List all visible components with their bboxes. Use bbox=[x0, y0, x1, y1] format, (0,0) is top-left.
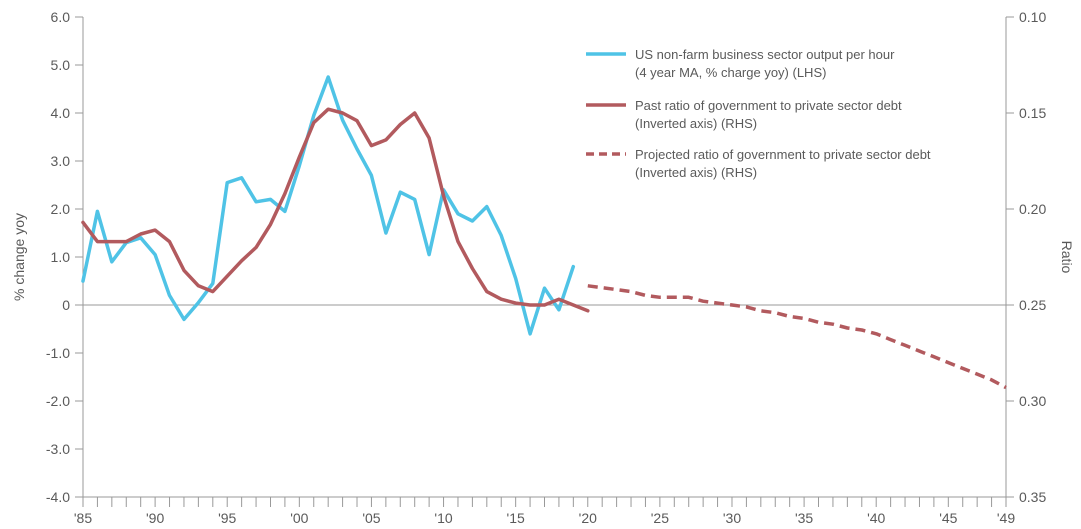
legend-entry-label: (Inverted axis) (RHS) bbox=[635, 116, 757, 131]
series-layer bbox=[81, 75, 1007, 390]
left-tick-label: 6.0 bbox=[51, 9, 71, 25]
left-axis-title: % change yoy bbox=[11, 213, 27, 301]
legend-entry-label: (4 year MA, % charge yoy) (LHS) bbox=[635, 65, 826, 80]
right-axis-title: Ratio bbox=[1059, 241, 1075, 274]
x-tick-label: '40 bbox=[867, 510, 885, 526]
x-tick-label: '25 bbox=[651, 510, 669, 526]
x-tick-label: '10 bbox=[434, 510, 452, 526]
x-tick-label: '00 bbox=[290, 510, 308, 526]
left-tick-label: -4.0 bbox=[46, 489, 70, 505]
x-tick-label: '49 bbox=[997, 510, 1015, 526]
series-line-past-debt-ratio bbox=[81, 107, 590, 313]
left-tick-label: 4.0 bbox=[51, 105, 71, 121]
x-tick-label: '30 bbox=[723, 510, 741, 526]
legend-entry-label: Projected ratio of government to private… bbox=[635, 147, 931, 162]
legend: US non-farm business sector output per h… bbox=[586, 47, 931, 180]
left-tick-label: -3.0 bbox=[46, 441, 70, 457]
legend-entry-label: US non-farm business sector output per h… bbox=[635, 47, 895, 62]
x-tick-label: '05 bbox=[362, 510, 380, 526]
legend-entry-label: Past ratio of government to private sect… bbox=[635, 98, 902, 113]
series-line-projected-debt-ratio bbox=[587, 284, 1007, 390]
x-tick-label: '90 bbox=[146, 510, 164, 526]
right-tick-label: 0.20 bbox=[1019, 201, 1046, 217]
legend-entry-label: (Inverted axis) (RHS) bbox=[635, 165, 757, 180]
left-tick-label: 3.0 bbox=[51, 153, 71, 169]
x-tick-label: '85 bbox=[74, 510, 92, 526]
right-tick-label: 0.25 bbox=[1019, 297, 1046, 313]
x-tick-label: '45 bbox=[939, 510, 957, 526]
left-tick-label: 0 bbox=[62, 297, 70, 313]
x-tick-label: '95 bbox=[218, 510, 236, 526]
x-tick-label: '35 bbox=[795, 510, 813, 526]
x-tick-label: '20 bbox=[579, 510, 597, 526]
series-line-productivity bbox=[81, 75, 576, 336]
right-tick-label: 0.15 bbox=[1019, 105, 1046, 121]
axes-layer: 6.0 5.0 4.0 3.0 2.0 1.0 0 -1.0 -2.0 -3.0 -4.0 0.10 0… bbox=[11, 9, 1075, 526]
right-tick-label: 0.30 bbox=[1019, 393, 1046, 409]
x-tick-label: '15 bbox=[507, 510, 525, 526]
left-tick-label: 1.0 bbox=[51, 249, 71, 265]
right-tick-label: 0.10 bbox=[1019, 9, 1046, 25]
left-tick-label: 5.0 bbox=[51, 57, 71, 73]
left-tick-label: -2.0 bbox=[46, 393, 70, 409]
left-tick-label: 2.0 bbox=[51, 201, 71, 217]
left-tick-label: -1.0 bbox=[46, 345, 70, 361]
right-tick-label: 0.35 bbox=[1019, 489, 1046, 505]
